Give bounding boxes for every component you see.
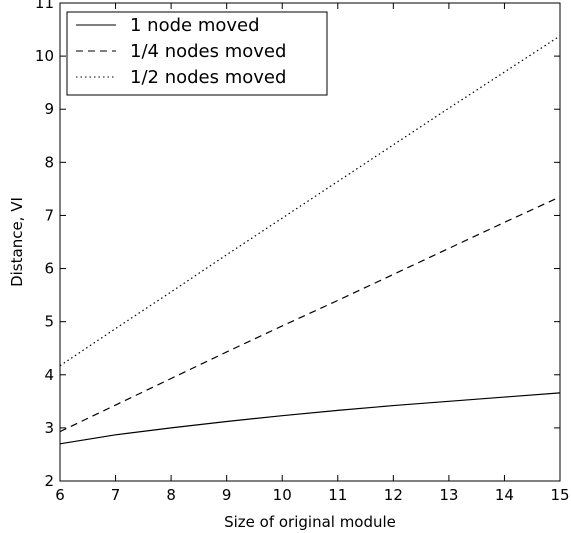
series-line-1 (59, 392, 561, 445)
y-tick-label: 5 (44, 313, 54, 331)
y-tick-label: 7 (44, 206, 54, 224)
x-tick-label: 10 (273, 486, 292, 504)
x-tick-label: 7 (111, 486, 121, 504)
x-tick-label: 6 (55, 486, 65, 504)
x-axis-ticks: 6 7 8 9 10 11 12 13 14 15 (55, 3, 570, 504)
legend-label-half-nodes-moved: 1/2 nodes moved (130, 67, 286, 88)
x-tick-label: 15 (550, 486, 569, 504)
y-axis-label: Distance, VI (8, 197, 26, 287)
series-line-3 (59, 35, 561, 367)
y-tick-label: 8 (44, 153, 54, 171)
plot-frame (59, 2, 561, 482)
y-tick-label: 4 (44, 366, 54, 384)
y-tick-label: 9 (44, 100, 54, 118)
legend-box (66, 11, 328, 96)
x-tick-label: 13 (439, 486, 458, 504)
x-axis-label: Size of original module (224, 513, 396, 531)
x-tick-label: 12 (384, 486, 403, 504)
legend: 1 node moved 1/4 nodes moved 1/2 nodes m… (66, 11, 328, 96)
x-tick-label: 11 (328, 486, 347, 504)
x-tick-label: 9 (222, 486, 232, 504)
y-tick-label: 3 (44, 419, 54, 437)
x-tick-label: 14 (495, 486, 514, 504)
series-line-2 (59, 196, 561, 433)
legend-label-quarter-nodes-moved: 1/4 nodes moved (130, 41, 286, 62)
series-lines (59, 35, 561, 445)
y-tick-label: 10 (35, 47, 54, 65)
x-tick-label: 8 (166, 486, 176, 504)
y-tick-label: 6 (44, 260, 54, 278)
y-tick-label: 2 (44, 472, 54, 490)
y-tick-label: 11 (35, 0, 54, 12)
y-axis-ticks: 2 3 4 5 6 7 8 9 10 11 (35, 0, 560, 490)
legend-label-1-node-moved: 1 node moved (130, 15, 260, 36)
